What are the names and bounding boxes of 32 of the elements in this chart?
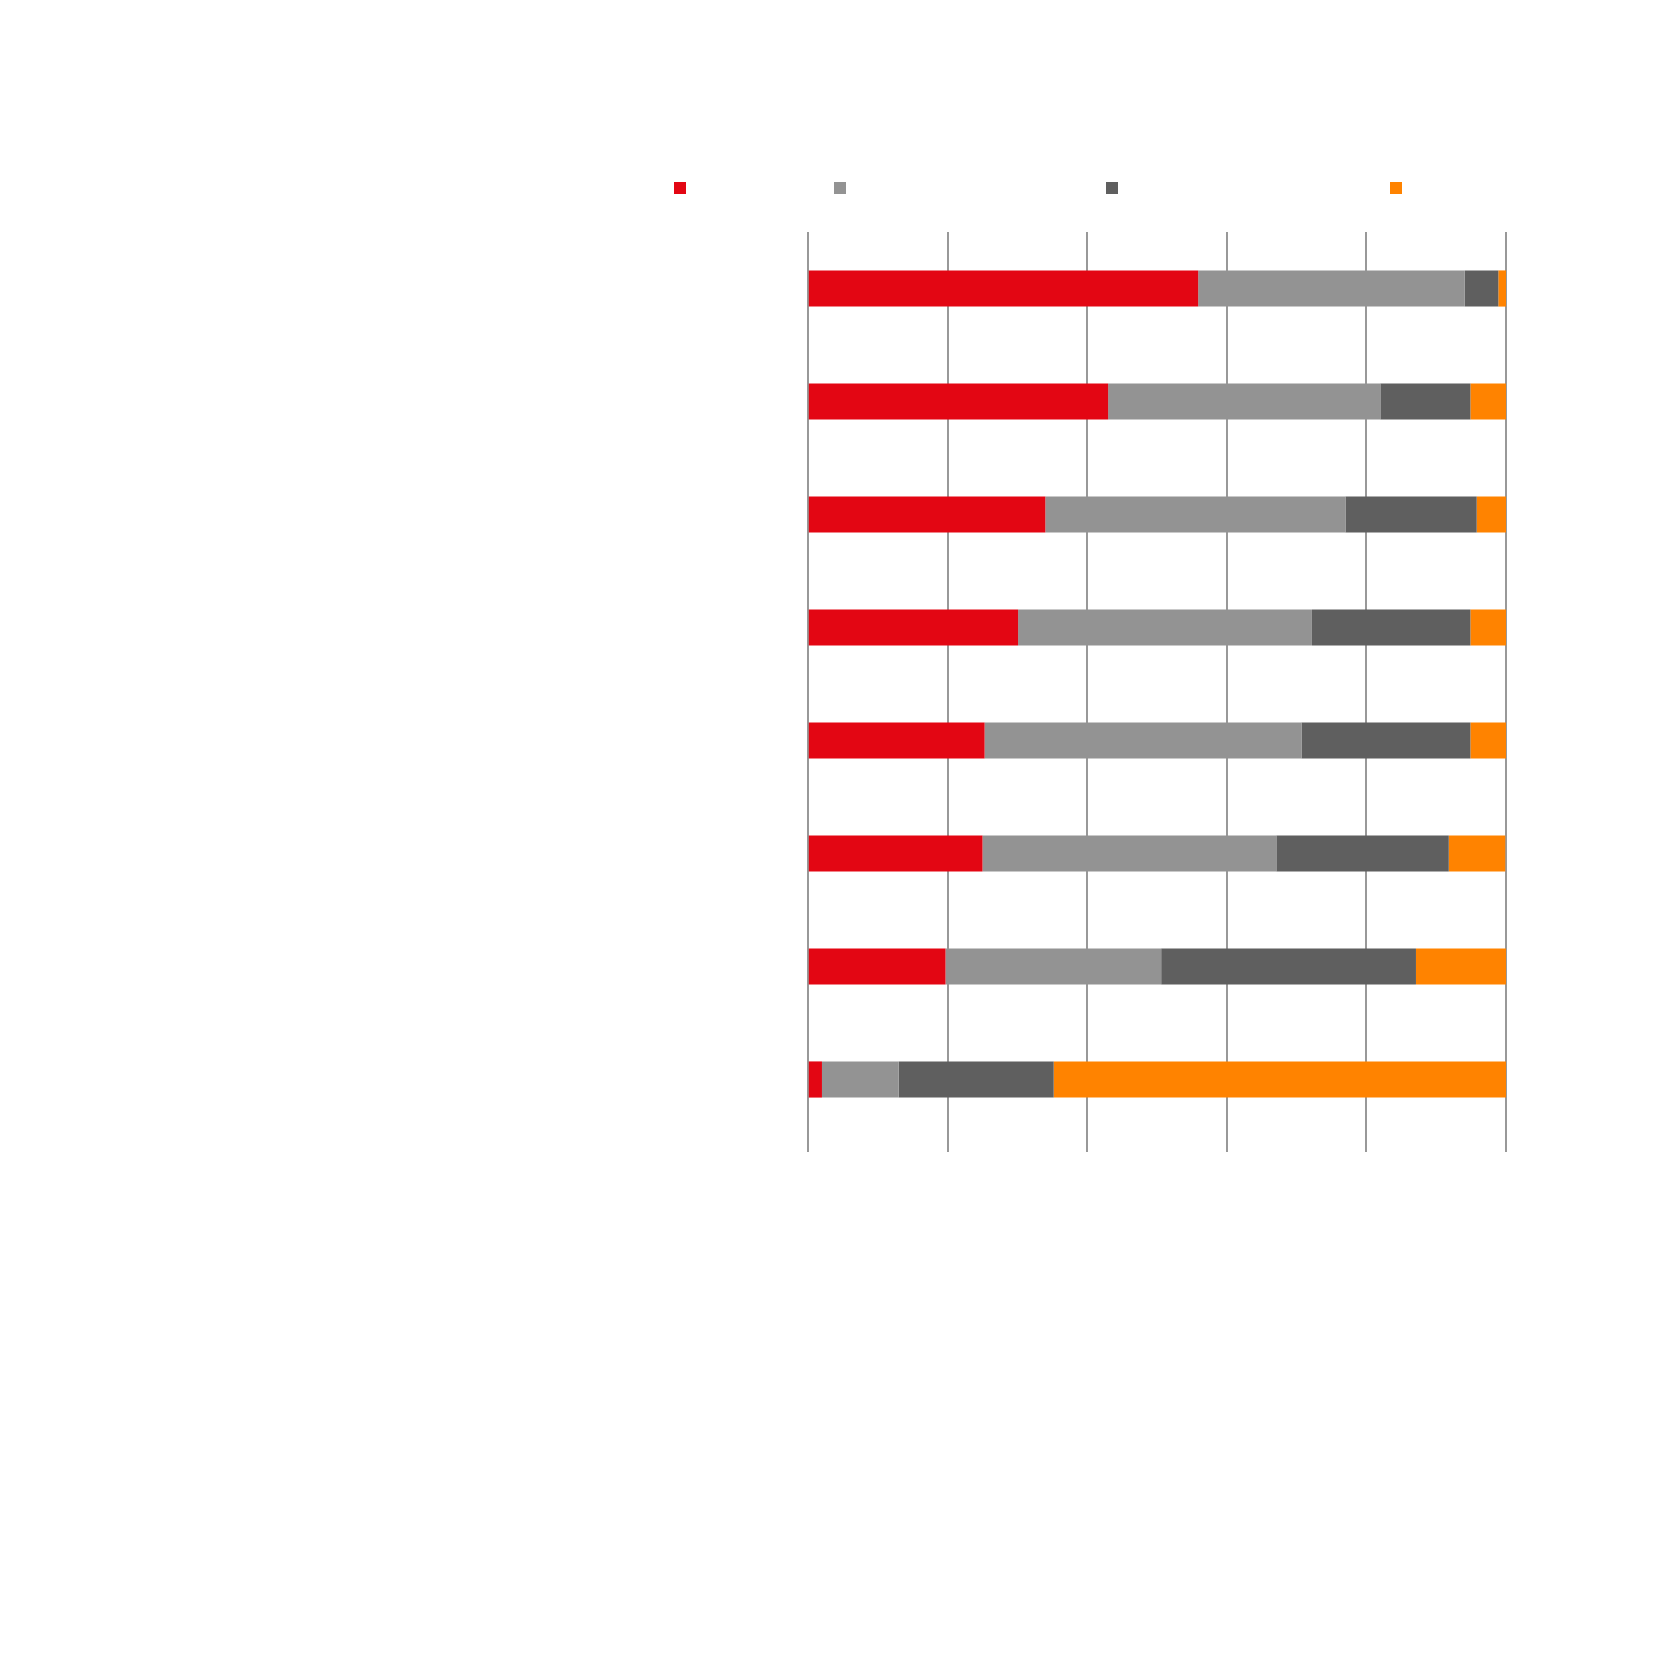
bar [1198, 270, 1465, 307]
bar [808, 496, 1046, 533]
bar [1448, 835, 1506, 872]
bar [821, 1061, 899, 1098]
bar [1345, 496, 1477, 533]
bar [945, 948, 1162, 985]
bar [1476, 496, 1506, 533]
bar [1464, 270, 1499, 307]
bar [808, 835, 983, 872]
bar [1498, 270, 1506, 307]
bar [1311, 609, 1471, 646]
bar [1470, 609, 1506, 646]
bar [1018, 609, 1312, 646]
bar [1108, 383, 1381, 420]
bar [1470, 722, 1506, 759]
bar [808, 1061, 822, 1098]
bar [808, 270, 1199, 307]
bar [984, 722, 1302, 759]
bar [1470, 383, 1506, 420]
bar [1380, 383, 1471, 420]
bar [1053, 1061, 1506, 1098]
bar [1045, 496, 1346, 533]
bar [1276, 835, 1449, 872]
bar [1161, 948, 1416, 985]
bar [808, 609, 1019, 646]
bar [1301, 722, 1471, 759]
bar [808, 948, 946, 985]
bar [982, 835, 1277, 872]
bar [898, 1061, 1054, 1098]
bar [1415, 948, 1506, 985]
bar [808, 722, 985, 759]
bar [808, 383, 1109, 420]
